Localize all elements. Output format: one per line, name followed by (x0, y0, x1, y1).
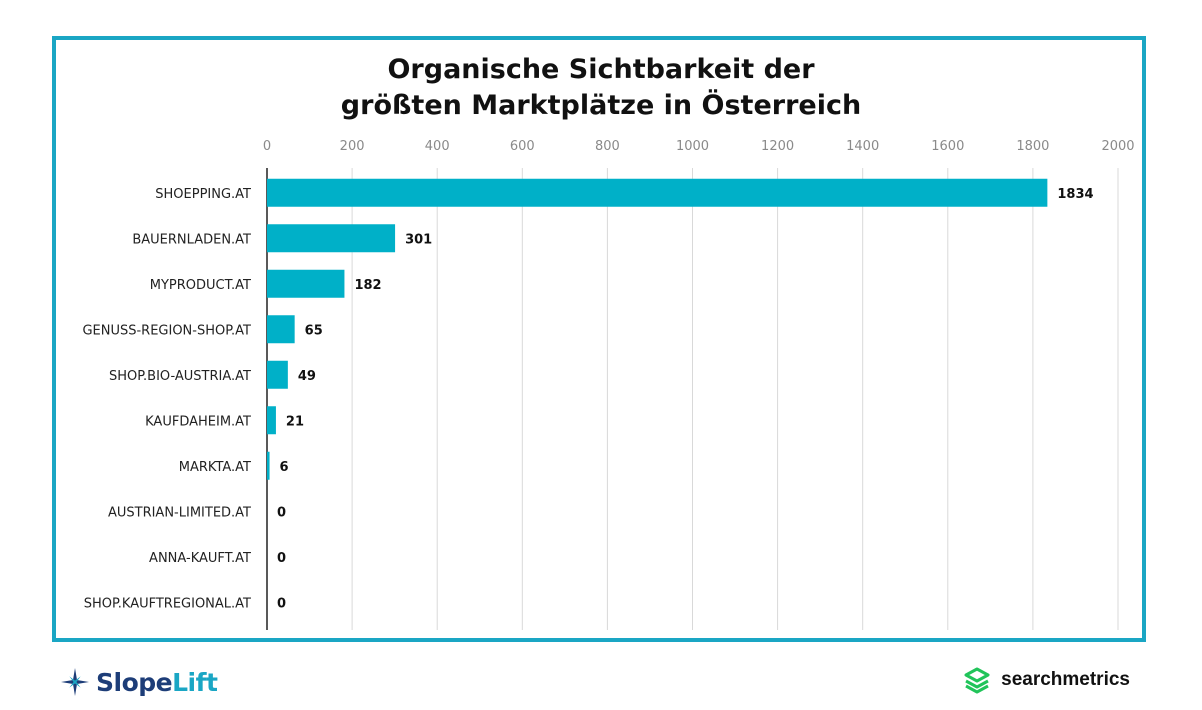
x-tick-label: 400 (425, 139, 450, 154)
data-label: 0 (277, 551, 286, 566)
category-label: AUSTRIAN-LIMITED.AT (108, 505, 251, 520)
bar (267, 178, 1048, 207)
slopelift-logo: SlopeLift (60, 664, 218, 700)
category-label: ANNA-KAUFT.AT (149, 551, 251, 566)
x-tick-label: 1800 (1016, 139, 1049, 154)
category-label: MYPRODUCT.AT (150, 278, 251, 293)
x-tick-label: 1200 (761, 139, 794, 154)
data-label: 0 (277, 596, 286, 611)
category-label: GENUSS-REGION-SHOP.AT (82, 323, 251, 338)
category-label: SHOP.KAUFTREGIONAL.AT (84, 596, 251, 611)
bar (267, 360, 288, 389)
category-label: SHOEPPING.AT (155, 187, 251, 202)
chart-title: Organische Sichtbarkeit der größten Mark… (0, 52, 1202, 124)
bar (267, 269, 345, 298)
slopelift-wordmark-slope: Slope (96, 667, 173, 697)
category-label: MARKTA.AT (179, 460, 251, 475)
slopelift-wordmark-lift: Lift (172, 667, 218, 697)
category-label: SHOP.BIO-AUSTRIA.AT (109, 369, 251, 384)
x-tick-label: 2000 (1101, 139, 1134, 154)
data-label: 0 (277, 505, 286, 520)
data-label: 1834 (1057, 187, 1093, 202)
bar (267, 315, 295, 344)
data-label: 65 (305, 323, 323, 338)
data-label: 49 (298, 369, 316, 384)
data-label: 182 (354, 278, 381, 293)
searchmetrics-layers-icon (964, 667, 990, 694)
data-label: 6 (280, 460, 289, 475)
data-label: 301 (405, 232, 432, 247)
x-tick-label: 0 (263, 139, 271, 154)
searchmetrics-wordmark: searchmetrics (1001, 669, 1130, 690)
bar (267, 224, 396, 253)
x-tick-label: 1000 (676, 139, 709, 154)
x-tick-label: 1400 (846, 139, 879, 154)
compass-star-icon (61, 668, 89, 696)
chart-frame (52, 36, 1146, 642)
chart-title-line1: Organische Sichtbarkeit der (387, 54, 815, 85)
data-label: 21 (286, 414, 304, 429)
searchmetrics-logo: searchmetrics (963, 664, 1130, 696)
category-label: KAUFDAHEIM.AT (145, 414, 251, 429)
chart-title-line2: größten Marktplätze in Österreich (340, 90, 862, 121)
x-tick-label: 600 (510, 139, 535, 154)
x-tick-label: 200 (340, 139, 365, 154)
slopelift-wordmark: SlopeLift (96, 667, 218, 697)
x-tick-label: 1600 (931, 139, 964, 154)
bar (267, 451, 270, 480)
bar (267, 406, 276, 435)
category-label: BAUERNLADEN.AT (132, 232, 251, 247)
x-tick-label: 800 (595, 139, 620, 154)
